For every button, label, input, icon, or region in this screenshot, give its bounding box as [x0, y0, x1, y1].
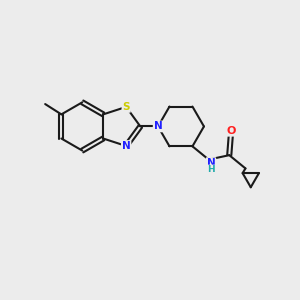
- Text: N: N: [207, 158, 215, 168]
- Text: H: H: [207, 165, 215, 174]
- Text: O: O: [226, 126, 236, 136]
- Text: S: S: [122, 102, 130, 112]
- Text: N: N: [154, 122, 162, 131]
- Text: N: N: [122, 141, 130, 151]
